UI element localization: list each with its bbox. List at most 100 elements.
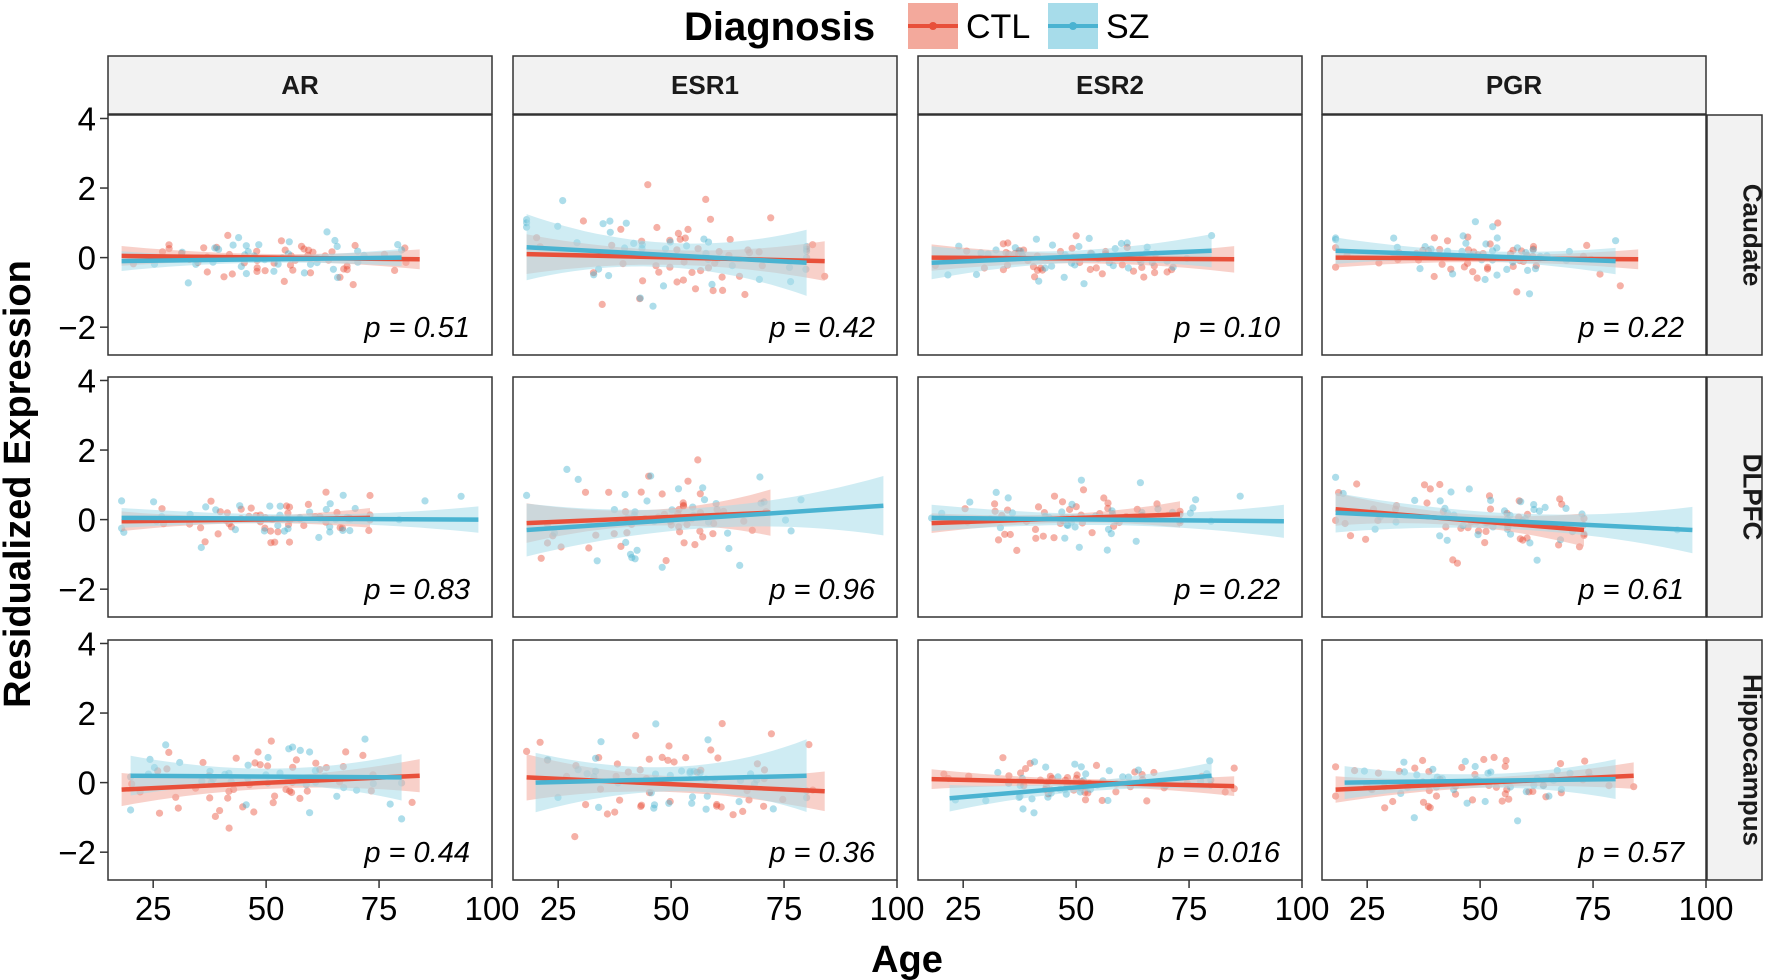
data-point-ctl — [991, 500, 999, 508]
data-point-sz — [1189, 504, 1197, 512]
data-point-ctl — [688, 268, 696, 276]
data-point-ctl — [637, 488, 645, 496]
data-point-sz — [300, 269, 308, 277]
data-point-sz — [559, 197, 567, 205]
data-point-ctl — [639, 277, 647, 285]
data-point-sz — [1481, 275, 1489, 284]
data-point-ctl — [767, 214, 775, 222]
data-point-ctl — [537, 554, 545, 562]
data-point-sz — [398, 815, 406, 823]
data-point-sz — [1390, 234, 1398, 242]
y-tick-label: 0 — [78, 240, 96, 277]
data-point-sz — [523, 491, 531, 499]
data-point-sz — [1429, 765, 1437, 773]
data-point-sz — [264, 753, 272, 762]
data-point-ctl — [684, 225, 692, 233]
data-point-ctl — [589, 269, 598, 277]
data-point-sz — [1075, 543, 1083, 551]
data-point-ctl — [585, 544, 593, 552]
data-point-ctl — [637, 802, 645, 811]
facet-strip-label-ar: AR — [281, 70, 319, 100]
data-point-sz — [1104, 796, 1112, 805]
data-point-sz — [1104, 525, 1113, 533]
data-point-sz — [329, 265, 337, 273]
x-axis-title: Age — [871, 939, 943, 980]
data-point-ctl — [216, 807, 224, 815]
data-point-ctl — [254, 748, 262, 756]
data-point-ctl — [1430, 234, 1438, 242]
facet-strip-label-dlpfc: DLPFC — [1738, 454, 1765, 541]
x-tick-label: 75 — [361, 890, 398, 927]
data-point-sz — [1411, 496, 1419, 504]
panel-dlpfc-esr1: p = 0.96 — [512, 376, 898, 618]
data-point-ctl — [682, 754, 690, 762]
data-point-sz — [593, 557, 601, 565]
data-point-ctl — [1411, 764, 1419, 772]
data-point-ctl — [264, 762, 272, 770]
panel-background — [108, 377, 492, 617]
data-point-sz — [1533, 556, 1541, 564]
data-point-sz — [244, 761, 252, 769]
data-point-ctl — [391, 266, 399, 274]
y-tick-label: 4 — [78, 362, 96, 399]
panel-caudate-esr2: p = 0.10 — [917, 114, 1303, 356]
data-point-ctl — [274, 528, 282, 536]
data-point-ctl — [1033, 266, 1042, 274]
data-point-sz — [1041, 264, 1049, 272]
data-point-ctl — [719, 286, 727, 294]
data-point-ctl — [227, 523, 235, 531]
facet-strip-esr2 — [917, 55, 1303, 115]
data-point-ctl — [351, 241, 359, 250]
data-point-ctl — [286, 787, 294, 795]
data-point-sz — [1400, 758, 1408, 766]
data-point-sz — [1030, 758, 1039, 766]
data-point-sz — [1530, 505, 1538, 514]
data-point-ctl — [1475, 527, 1483, 535]
data-point-ctl — [247, 504, 255, 512]
data-point-ctl — [277, 237, 285, 245]
panel-border — [917, 376, 1303, 618]
data-point-sz — [1503, 265, 1511, 273]
data-point-sz — [242, 801, 250, 809]
data-point-ctl — [343, 266, 351, 274]
data-point-sz — [270, 267, 278, 275]
data-point-ctl — [312, 759, 320, 767]
data-point-ctl — [644, 181, 652, 189]
data-point-sz — [1117, 239, 1125, 248]
data-point-ctl — [523, 747, 531, 756]
data-point-ctl — [999, 754, 1007, 762]
data-point-ctl — [717, 803, 725, 811]
data-point-sz — [1123, 239, 1131, 247]
data-point-ctl — [696, 527, 704, 535]
data-point-ctl — [174, 804, 182, 812]
data-point-ctl — [1490, 753, 1498, 762]
x-tick-label: 50 — [1058, 890, 1095, 927]
data-point-ctl — [1017, 769, 1025, 777]
y-tick-label: 4 — [78, 625, 96, 662]
data-point-sz — [346, 527, 354, 535]
data-point-sz — [700, 235, 708, 243]
p-value-label: p = 0.83 — [363, 574, 470, 606]
p-value-label: p = 0.22 — [1577, 312, 1684, 344]
data-point-sz — [284, 525, 292, 533]
y-tick-label: −2 — [58, 309, 96, 346]
data-point-sz — [326, 528, 334, 536]
data-point-sz — [700, 496, 709, 504]
data-point-sz — [688, 793, 697, 801]
legend-entry-ctl: CTL — [908, 3, 1030, 49]
data-point-ctl — [1483, 265, 1492, 273]
data-point-ctl — [1426, 485, 1434, 493]
data-point-sz — [1481, 797, 1489, 806]
data-point-ctl — [664, 756, 672, 764]
data-point-sz — [306, 748, 314, 756]
data-point-sz — [1535, 507, 1543, 515]
data-point-sz — [1506, 530, 1515, 538]
facet-strip-ar — [107, 55, 493, 115]
data-point-ctl — [1058, 498, 1067, 506]
p-value-label: p = 0.016 — [1157, 837, 1281, 869]
data-point-sz — [658, 563, 666, 571]
data-point-sz — [260, 527, 268, 535]
y-tick-label: 4 — [78, 100, 96, 137]
data-point-sz — [1105, 767, 1113, 775]
